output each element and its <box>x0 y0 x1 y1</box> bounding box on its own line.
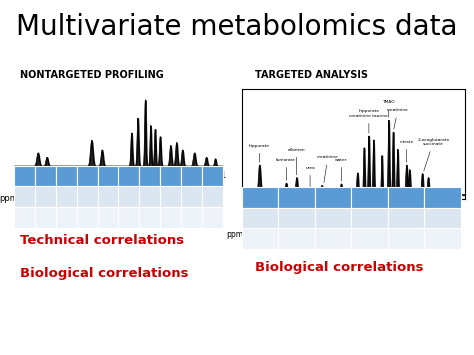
Text: 3: 3 <box>257 213 263 223</box>
Text: 33: 33 <box>102 212 114 222</box>
Text: citrat: citrat <box>428 192 457 202</box>
Text: 8: 8 <box>330 213 336 223</box>
Text: 1: 1 <box>22 192 27 202</box>
Text: 32: 32 <box>185 192 198 202</box>
Text: allant: allant <box>354 192 385 202</box>
Text: hipp: hipp <box>247 192 273 202</box>
Text: 10: 10 <box>144 192 156 202</box>
Text: 0: 0 <box>168 212 173 222</box>
Text: creatinine: creatinine <box>317 155 339 183</box>
Text: 7: 7 <box>366 213 373 223</box>
Text: 44: 44 <box>164 192 177 202</box>
Text: ppm: ppm <box>226 230 243 239</box>
Text: 3: 3 <box>22 212 27 222</box>
Text: 45: 45 <box>60 192 73 202</box>
Text: fumarate: fumarate <box>276 158 296 180</box>
Text: 23: 23 <box>123 212 135 222</box>
Text: TARGETED ANALYSIS: TARGETED ANALYSIS <box>255 70 368 80</box>
Text: ppm: ppm <box>0 194 18 203</box>
Text: 0: 0 <box>147 212 153 222</box>
Text: urea: urea <box>305 166 315 188</box>
Text: 31: 31 <box>123 192 135 202</box>
Text: 12: 12 <box>60 212 73 222</box>
Text: allanton: allanton <box>288 148 306 175</box>
Text: 1: 1 <box>293 213 300 223</box>
Text: Multivariate metabolomics data: Multivariate metabolomics data <box>16 13 458 41</box>
Text: 4: 4 <box>439 213 446 223</box>
Text: citrate: citrate <box>400 140 414 162</box>
Text: TMAO: TMAO <box>383 100 395 118</box>
Text: 6: 6 <box>84 192 90 202</box>
Text: 5: 5 <box>257 234 263 244</box>
Text: 10: 10 <box>206 192 219 202</box>
Text: 2: 2 <box>439 234 446 244</box>
Text: 76: 76 <box>206 212 219 222</box>
Text: 12: 12 <box>327 234 339 244</box>
Text: Biological correlations: Biological correlations <box>255 261 423 273</box>
Text: Technical correlations: Technical correlations <box>20 234 184 246</box>
Text: 15: 15 <box>400 234 412 244</box>
Text: 99: 99 <box>185 212 198 222</box>
Text: fum: fum <box>286 192 307 202</box>
Text: NONTARGETED PROFILING: NONTARGETED PROFILING <box>20 70 164 80</box>
Text: TMAO: TMAO <box>390 192 422 202</box>
Text: 3: 3 <box>105 192 111 202</box>
Text: 13: 13 <box>400 213 412 223</box>
Text: 67: 67 <box>39 192 52 202</box>
Text: 6: 6 <box>366 234 373 244</box>
Text: 2-oxoglutarate
succinate: 2-oxoglutarate succinate <box>417 137 449 171</box>
Text: water: water <box>335 158 347 181</box>
Text: hippurate: hippurate <box>249 144 270 162</box>
Text: hippurate
creatinine taurine: hippurate creatinine taurine <box>349 109 388 133</box>
Text: 4: 4 <box>84 212 90 222</box>
Text: 24: 24 <box>39 212 52 222</box>
Text: urea: urea <box>320 192 346 202</box>
Text: Biological correlations: Biological correlations <box>20 267 189 279</box>
Text: creatinine: creatinine <box>387 108 409 129</box>
Text: 2: 2 <box>293 234 300 244</box>
